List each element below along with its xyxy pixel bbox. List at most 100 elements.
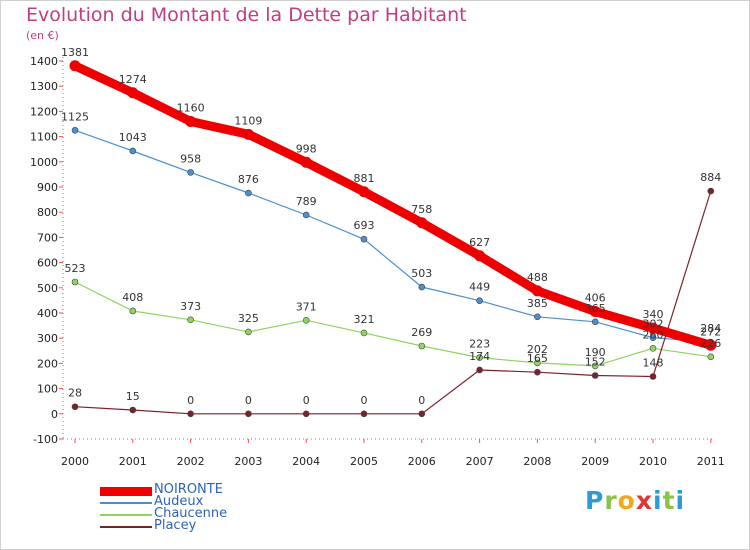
- x-tick-label: 2007: [466, 455, 494, 468]
- data-point: [416, 217, 428, 229]
- data-label: 321: [354, 313, 375, 326]
- data-point: [649, 344, 657, 352]
- data-label: 365: [585, 302, 606, 315]
- legend-label: Audeux: [154, 494, 204, 509]
- data-labels-layer: 1381 1274 1160 1109 998 881 758 627 488 406 340 272…: [61, 46, 721, 407]
- x-tick-label: 2003: [234, 455, 262, 468]
- data-point: [418, 342, 426, 350]
- data-label: 1160: [177, 101, 205, 114]
- data-label: 408: [122, 291, 143, 304]
- data-label: 15: [126, 390, 140, 403]
- legend-label: NOIRONTE: [154, 482, 223, 497]
- data-label: 371: [296, 300, 317, 313]
- data-label: 260: [643, 328, 664, 341]
- data-point: [245, 328, 252, 336]
- data-point: [707, 187, 715, 195]
- x-tick-label: 2008: [523, 455, 551, 468]
- data-point: [707, 353, 715, 361]
- data-label: 152: [585, 355, 606, 368]
- data-label: 190: [585, 346, 606, 359]
- data-label: 503: [411, 267, 432, 280]
- y-tick-label: 400: [37, 307, 58, 320]
- y-tick-label: 600: [37, 257, 58, 270]
- data-point: [474, 250, 486, 262]
- x-tick-label: 2002: [177, 455, 205, 468]
- data-label: 0: [303, 394, 310, 407]
- data-label: 881: [354, 172, 375, 185]
- legend-label: Placey: [154, 518, 197, 533]
- data-label: 1274: [119, 73, 147, 86]
- logo-letter: x: [635, 486, 653, 515]
- data-point: [71, 278, 79, 286]
- proxiti-logo: Proxiti: [585, 486, 685, 515]
- legend-swatch: [100, 526, 152, 528]
- data-label: 627: [469, 236, 490, 249]
- x-tick-label: 2001: [119, 455, 147, 468]
- data-point: [71, 403, 79, 411]
- chart-title: Evolution du Montant de la Dette par Hab…: [26, 4, 467, 26]
- y-tick-label: 1000: [30, 156, 58, 169]
- data-label: 373: [180, 300, 201, 313]
- data-point: [360, 410, 368, 418]
- y-tick-label: 700: [37, 231, 58, 244]
- data-point: [418, 283, 426, 291]
- data-label: 758: [411, 203, 432, 216]
- series-layer: [69, 60, 717, 418]
- data-point: [300, 156, 312, 168]
- data-label: 202: [527, 343, 548, 356]
- x-tick-label: 2009: [581, 455, 609, 468]
- data-point: [705, 339, 717, 351]
- data-point: [360, 329, 368, 337]
- data-label: 789: [296, 195, 317, 208]
- data-point: [476, 354, 483, 361]
- data-label: 1043: [119, 131, 147, 144]
- series-line-noironte: [70, 61, 716, 350]
- data-point: [534, 359, 541, 367]
- data-point: [591, 318, 599, 326]
- data-point: [476, 366, 483, 374]
- data-point: [127, 87, 139, 99]
- x-tick-label: 2010: [639, 455, 667, 468]
- data-point: [591, 362, 599, 370]
- data-label: 269: [411, 326, 432, 339]
- data-point: [649, 334, 657, 341]
- data-label: 876: [238, 173, 259, 186]
- data-label: 223: [469, 338, 490, 351]
- y-tick-label: 1300: [30, 80, 58, 93]
- series-line-chaucenne: [74, 281, 712, 367]
- data-label: 165: [527, 352, 548, 365]
- data-point: [302, 317, 310, 324]
- data-label: 488: [527, 271, 548, 284]
- data-label: 272: [700, 325, 721, 338]
- logo-letter: i: [653, 486, 663, 515]
- logo-letter: o: [617, 486, 636, 515]
- data-point: [418, 410, 426, 418]
- legend-swatch: [100, 502, 152, 504]
- y-tick-label: 1400: [30, 55, 58, 68]
- data-label: 0: [245, 394, 252, 407]
- data-label: 340: [643, 308, 664, 321]
- legend-swatch: [100, 514, 152, 516]
- logo-letter: t: [662, 486, 676, 515]
- data-label: 226: [700, 337, 721, 350]
- data-point: [69, 60, 81, 72]
- data-point: [534, 313, 541, 321]
- data-point: [647, 322, 659, 334]
- data-label: 148: [643, 357, 664, 370]
- series-line-placey: [74, 190, 712, 415]
- y-tick-label: 900: [37, 181, 58, 194]
- x-tick-label: 2004: [292, 455, 320, 468]
- x-tick-label: 2006: [408, 455, 436, 468]
- data-label: 523: [65, 262, 86, 275]
- x-tick-label: 2011: [697, 455, 725, 468]
- data-point: [302, 410, 310, 418]
- data-label: 998: [296, 142, 317, 155]
- data-label: 174: [469, 350, 490, 363]
- legend-swatch: [100, 486, 152, 496]
- data-point: [245, 410, 252, 418]
- data-label: 693: [354, 219, 375, 232]
- y-tick-label: 100: [37, 383, 58, 396]
- y-tick-label: 500: [37, 282, 58, 295]
- data-point: [476, 297, 483, 304]
